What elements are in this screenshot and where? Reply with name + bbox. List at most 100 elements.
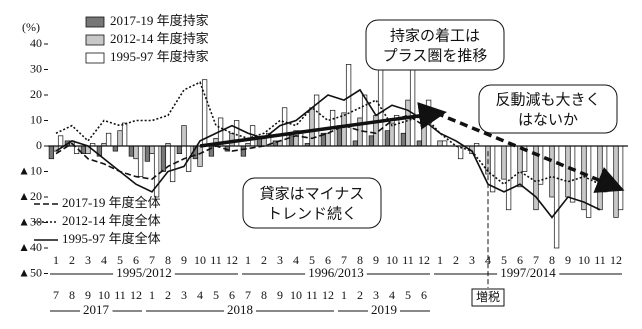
- y-tick-label: ▲10: [18, 163, 42, 177]
- bar: [345, 64, 352, 147]
- bar: [617, 145, 624, 211]
- x-tick-label: 9: [85, 288, 91, 302]
- x-tick-label: 10: [290, 288, 302, 302]
- x-tick-label: 1: [149, 288, 155, 302]
- bar: [437, 140, 443, 147]
- bar: [181, 125, 187, 147]
- x-tick-label: 12: [226, 253, 238, 267]
- y-tick-label: 30: [30, 61, 42, 75]
- bar: [121, 122, 128, 147]
- x-tick-label: 12: [130, 288, 142, 302]
- callout-text: 反動減も大きく: [495, 91, 600, 109]
- bar: [309, 107, 315, 147]
- callout-text: 持家の着工は: [390, 27, 480, 45]
- bar: [137, 145, 144, 177]
- bar: [281, 107, 288, 147]
- bar: [105, 132, 112, 147]
- legend-label: 2017-19 年度全体: [62, 195, 161, 210]
- line-series: [55, 114, 425, 180]
- callout-box: [242, 177, 382, 229]
- bar: [144, 145, 151, 162]
- x-tick-label: 9: [373, 253, 379, 267]
- x-tick-label: 6: [133, 253, 139, 267]
- bar: [160, 145, 167, 172]
- x-tick-label: 12: [610, 253, 622, 267]
- x-tick-label: 11: [210, 253, 222, 267]
- legend-label: 2012-14 年度持家: [110, 31, 209, 46]
- x-tick-label: 10: [194, 253, 206, 267]
- x-tick-label: 7: [53, 288, 59, 302]
- bar: [48, 145, 55, 160]
- x-tick-label: 6: [229, 288, 235, 302]
- x-tick-label: 3: [181, 288, 187, 302]
- legend-label: 1995-97 年度全体: [62, 231, 161, 246]
- bar: [553, 145, 560, 249]
- x-tick-label: 10: [578, 253, 590, 267]
- x-tick-label: 5: [405, 288, 411, 302]
- x-tick-label: 3: [373, 288, 379, 302]
- x-tick-label: 8: [261, 288, 267, 302]
- group-label-bg: [224, 301, 256, 317]
- x-tick-label: 1: [245, 253, 251, 267]
- bar: [416, 140, 423, 147]
- group-label: 1997/2014: [500, 265, 556, 280]
- x-tick-label: 1: [53, 253, 59, 267]
- x-tick-label: 5: [501, 253, 507, 267]
- bar: [112, 145, 119, 152]
- bar: [352, 140, 359, 147]
- group-label: 2018: [227, 302, 253, 317]
- x-tick-label: 12: [418, 253, 430, 267]
- x-tick-label: 1: [437, 253, 443, 267]
- x-tick-label: 8: [357, 253, 363, 267]
- callout-text: プラス圏を推移: [383, 47, 488, 65]
- callout-text: トレンド続く: [267, 205, 357, 223]
- group-label-bg: [113, 264, 175, 280]
- x-tick-label: 10: [386, 253, 398, 267]
- bar: [197, 145, 203, 167]
- x-tick-label: 3: [277, 253, 283, 267]
- x-tick-label: 5: [117, 253, 123, 267]
- y-tick-label: ▲50: [18, 265, 42, 279]
- x-tick-label: 1: [341, 288, 347, 302]
- legend-swatch: [85, 16, 105, 28]
- bar: [537, 145, 544, 185]
- legend-swatch: [85, 52, 105, 64]
- x-tick-label: 6: [325, 253, 331, 267]
- x-tick-label: 8: [69, 288, 75, 302]
- bar: [565, 145, 571, 198]
- y-tick-label: 0: [36, 138, 42, 152]
- group-label-bg: [497, 264, 560, 280]
- bar: [133, 145, 139, 160]
- bar: [325, 132, 331, 147]
- x-tick-label: 4: [389, 288, 395, 302]
- group-label-bg: [368, 301, 400, 317]
- bar: [361, 94, 368, 147]
- y-tick-label: 20: [30, 87, 42, 101]
- y-tick-label: ▲20: [18, 189, 42, 203]
- x-tick-label: 6: [517, 253, 523, 267]
- bar: [201, 79, 208, 147]
- x-tick-label: 4: [197, 288, 203, 302]
- group-label: 2017: [83, 302, 110, 317]
- x-tick-label: 9: [565, 253, 571, 267]
- callout-text: 貸家はマイナス: [260, 185, 365, 203]
- x-tick-label: 4: [293, 253, 299, 267]
- trend-arrow: [199, 101, 447, 148]
- x-tick-label: 11: [594, 253, 606, 267]
- legend-label: 2012-14 年度全体: [62, 213, 161, 228]
- y-tick-label: ▲40: [18, 240, 42, 254]
- bar: [569, 145, 576, 203]
- x-tick-label: 7: [245, 288, 251, 302]
- x-tick-label: 2: [261, 253, 267, 267]
- callout-text: はないか: [518, 111, 578, 129]
- group-label: 1995/2012: [116, 265, 172, 280]
- event-label: 増税: [476, 290, 500, 304]
- x-tick-label: 7: [533, 253, 539, 267]
- bar: [149, 145, 155, 155]
- y-tick-label: ▲30: [18, 214, 42, 228]
- x-tick-label: 10: [98, 288, 110, 302]
- x-tick-label: 6: [421, 288, 427, 302]
- group-label: 1996/2013: [308, 265, 364, 280]
- trend-arrow: [435, 111, 625, 193]
- line-series: [55, 88, 601, 219]
